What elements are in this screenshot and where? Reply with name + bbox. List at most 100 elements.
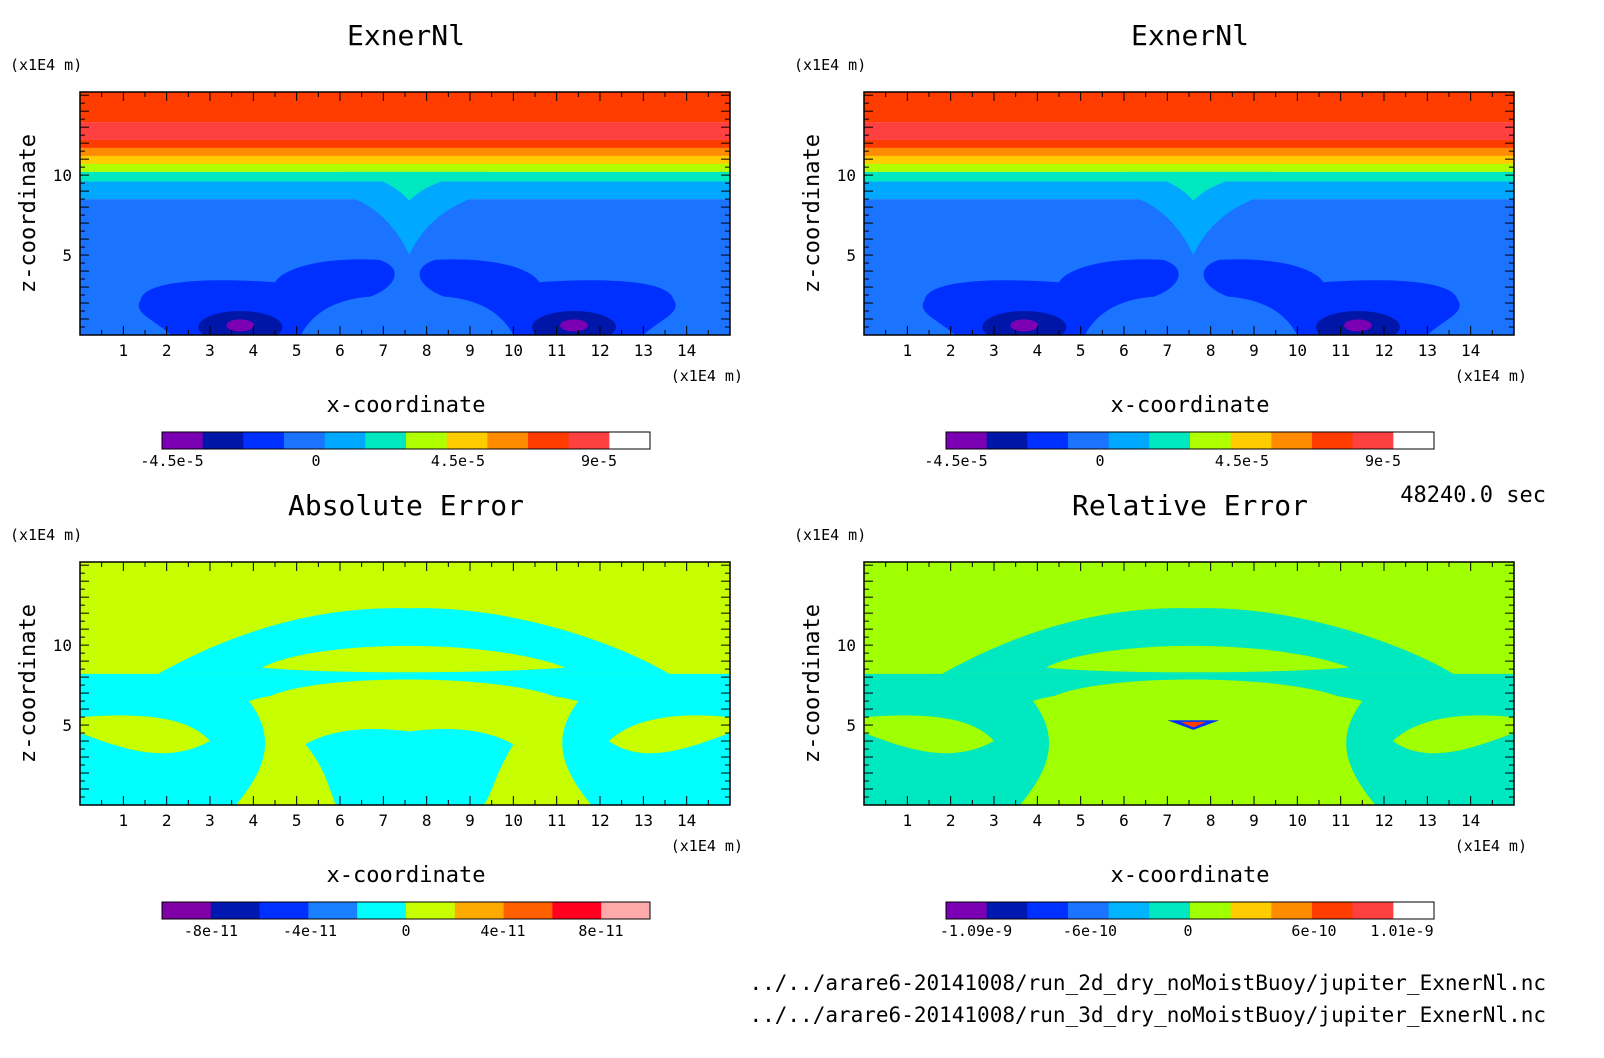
colorbar-label: 4.5e-5: [431, 452, 485, 470]
colorbar-swatch: [1027, 432, 1069, 449]
time-label: 48240.0 sec: [1400, 483, 1546, 508]
x-tick-label: 8: [1206, 341, 1216, 360]
colorbar-swatch: [1108, 902, 1150, 919]
y-unit-label: (x1E4 m): [794, 526, 866, 544]
x-tick-label: 13: [634, 341, 653, 360]
colorbar-label: 6e-10: [1291, 922, 1336, 940]
contour-region: [262, 645, 566, 673]
contour-field: [864, 562, 1514, 805]
x-tick-label: 5: [1076, 811, 1086, 830]
contour-region: [608, 715, 730, 754]
colorbar-label: -4.5e-5: [140, 452, 203, 470]
colorbar-swatch: [1230, 902, 1272, 919]
contour-region: [80, 673, 730, 805]
colorbar-label: -4.5e-5: [924, 452, 987, 470]
contour-region: [1046, 645, 1350, 673]
contour-band: [864, 147, 1514, 156]
contour-dip: [275, 181, 557, 256]
panel-4: Relative Error(x1E4 m)1 2 3 4 5 6 7 8 9 10 11 12 13 1…: [794, 489, 1527, 940]
x-axis-label: x-coordinate: [1111, 393, 1270, 418]
colorbar-swatch: [1190, 432, 1232, 449]
x-tick-label: 2: [162, 341, 172, 360]
panel-title: ExnerNl: [347, 19, 465, 52]
x-tick-label: 12: [590, 811, 609, 830]
contour-region: [1046, 679, 1350, 733]
y-axis-label: z-coordinate: [800, 604, 825, 763]
x-unit-label: (x1E4 m): [1455, 837, 1527, 855]
colorbar-swatch: [454, 902, 505, 919]
panel-1: ExnerNl(x1E4 m)1 2 3 4 5 6 7 8 9 10 11 12 13 14510(x1…: [10, 19, 743, 470]
x-tick-label: 11: [547, 811, 566, 830]
colorbar-swatch: [406, 432, 448, 449]
x-tick-label: 4: [249, 811, 259, 830]
contour-region: [864, 673, 1514, 805]
contour-band: [864, 92, 1514, 123]
colorbar-swatch: [1393, 902, 1435, 919]
colorbar-swatch: [503, 902, 553, 919]
contour-band: [80, 122, 730, 140]
contour-blob-min: [560, 319, 588, 332]
colorbar-swatch: [202, 432, 244, 449]
colorbar-swatch: [946, 902, 988, 919]
colorbar-swatch: [1271, 902, 1313, 919]
x-tick-label: 11: [1331, 811, 1350, 830]
contour-dip-inner: [340, 171, 488, 201]
colorbar-swatch: [365, 432, 407, 449]
y-unit-label: (x1E4 m): [794, 56, 866, 74]
y-tick-label: 10: [53, 636, 72, 655]
x-tick-label: 10: [1288, 341, 1307, 360]
x-unit-label: (x1E4 m): [1455, 367, 1527, 385]
contour-feature: [1180, 721, 1207, 728]
x-tick-label: 10: [504, 811, 523, 830]
colorbar-swatch: [1149, 902, 1191, 919]
x-tick-label: 9: [1249, 341, 1259, 360]
y-tick-label: 5: [62, 246, 72, 265]
contour-blob: [138, 259, 395, 335]
colorbar-swatch: [446, 432, 488, 449]
x-tick-label: 1: [119, 341, 129, 360]
colorbar-label: 8e-11: [578, 922, 623, 940]
x-tick-label: 13: [1418, 341, 1437, 360]
contour-band: [864, 139, 1514, 148]
x-tick-label: 8: [1206, 811, 1216, 830]
colorbar-swatch: [1352, 432, 1394, 449]
colorbar-swatch: [568, 432, 610, 449]
x-axis-label: x-coordinate: [327, 393, 486, 418]
y-axis-label: z-coordinate: [800, 134, 825, 293]
contour-dip-inner: [1124, 171, 1272, 201]
x-tick-label: 6: [335, 811, 345, 830]
x-tick-label: 3: [205, 341, 215, 360]
colorbar-swatch: [1312, 902, 1354, 919]
colorbar-swatch: [243, 432, 285, 449]
x-tick-label: 7: [1163, 341, 1173, 360]
x-tick-label: 3: [989, 341, 999, 360]
y-tick-label: 5: [846, 716, 856, 735]
panel-title: Relative Error: [1072, 489, 1308, 522]
colorbar-swatch: [1190, 902, 1232, 919]
contour-band: [864, 122, 1514, 140]
x-tick-label: 4: [249, 341, 259, 360]
colorbar-swatch: [284, 432, 326, 449]
x-tick-label: 13: [634, 811, 653, 830]
colorbar-swatch: [1393, 432, 1435, 449]
panel-title: ExnerNl: [1131, 19, 1249, 52]
colorbar-swatch: [1230, 432, 1272, 449]
contour-dip: [1059, 181, 1341, 256]
y-unit-label: (x1E4 m): [10, 56, 82, 74]
colorbar-swatch: [210, 902, 261, 919]
x-tick-label: 2: [946, 341, 956, 360]
contour-region: [1392, 715, 1514, 754]
contour-band: [80, 139, 730, 148]
y-axis-label: z-coordinate: [16, 134, 41, 293]
x-tick-label: 2: [946, 811, 956, 830]
x-tick-label: 4: [1033, 811, 1043, 830]
y-tick-label: 5: [62, 716, 72, 735]
contour-blob: [922, 259, 1179, 335]
colorbar-frame: [945, 901, 1435, 920]
y-axis-label: z-coordinate: [16, 604, 41, 763]
colorbar-swatch: [324, 432, 366, 449]
colorbar-swatch: [259, 902, 309, 919]
y-tick-label: 10: [53, 166, 72, 185]
contour-region: [864, 715, 994, 754]
contour-band: [80, 155, 730, 164]
